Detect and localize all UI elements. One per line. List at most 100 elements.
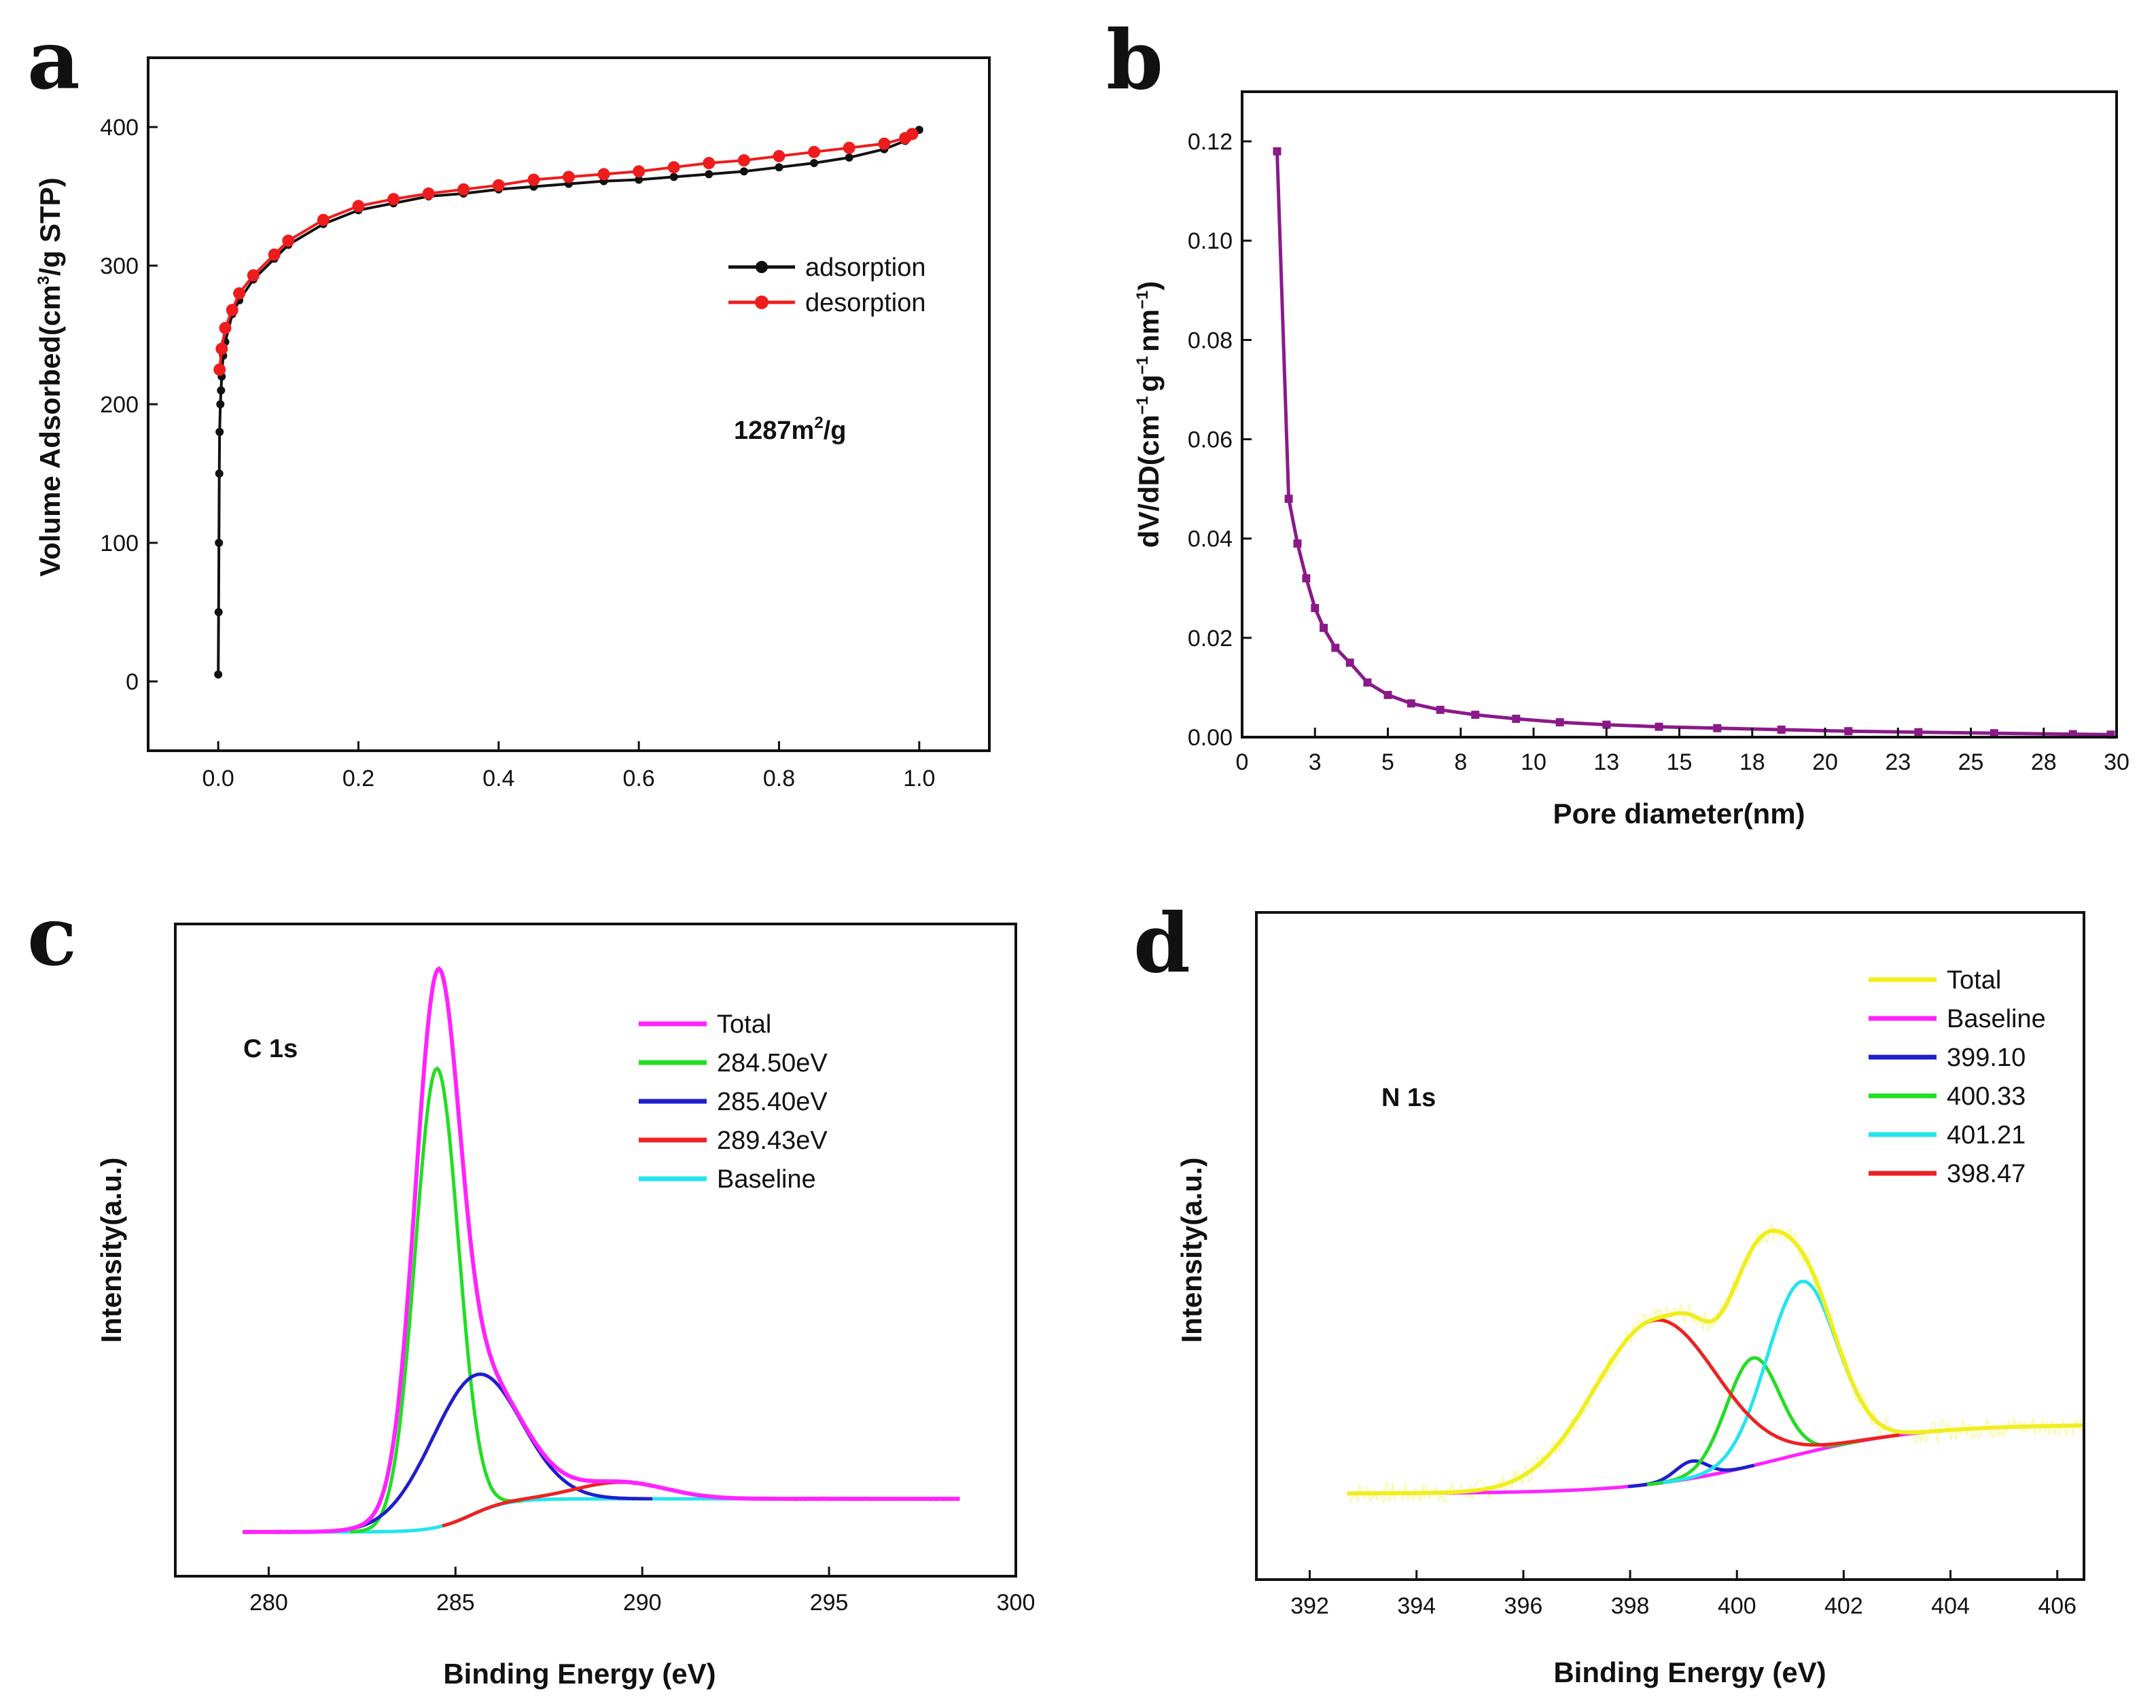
x-tick-label: 396	[1504, 1593, 1543, 1619]
legend-label-285-40ev: 285.40eV	[717, 1088, 828, 1116]
legend-label-desorption: desorption	[805, 289, 925, 317]
data-point-desorption	[233, 287, 246, 300]
y-tick-label: 0.08	[1188, 327, 1233, 353]
data-point-adsorption	[217, 386, 226, 395]
panel-d-n1s-annotation: N 1s	[1381, 1084, 1436, 1112]
data-point-desorption	[492, 179, 505, 192]
legend-label-401-21: 401.21	[1947, 1121, 2026, 1150]
data-point-desorption	[387, 193, 400, 206]
x-tick-label: 30	[2104, 749, 2130, 775]
data-point-desorption	[597, 168, 610, 181]
x-tick-label: 400	[1718, 1593, 1756, 1619]
data-point-desorption	[317, 213, 330, 226]
x-tick-label: 28	[2031, 749, 2057, 775]
panel-d-ticks: 392 394 396 398 400 402 404 406	[1290, 1570, 2077, 1619]
x-tick-label: 0.8	[763, 766, 795, 791]
legend-label-adsorption: adsorption	[805, 253, 925, 282]
panel-d-legend: Total Baseline 399.10 400.33 401.21 398.47	[1869, 966, 2046, 1188]
y-tick-label: 300	[100, 253, 139, 279]
y-tick-label: 200	[100, 392, 139, 418]
data-point-adsorption	[214, 608, 223, 616]
data-point-pore-size	[1602, 720, 1611, 729]
y-tick-label: 100	[100, 531, 139, 556]
data-point-pore-size	[1293, 539, 1302, 548]
data-point-adsorption	[739, 167, 748, 176]
x-tick-label: 0	[1236, 749, 1249, 775]
x-tick-label: 15	[1667, 749, 1693, 775]
data-point-pore-size	[1345, 658, 1354, 667]
data-point-desorption	[843, 141, 855, 154]
panel-a-legend: adsorption desorption	[728, 253, 925, 317]
panel-a-ticks: 0.0 0.2 0.4 0.6 0.8 1.0 0 100 200 300 400	[100, 115, 935, 791]
x-tick-label: 0.0	[202, 766, 234, 791]
x-tick-label: 3	[1309, 749, 1322, 775]
panel-c: 280 285 290 295 300 Binding Energy (eV) Inte…	[95, 923, 1035, 1690]
data-point-pore-size	[1990, 729, 1998, 738]
panel-a-surface-area-annotation: 1287m2/g	[734, 414, 846, 445]
x-tick-label: 5	[1381, 749, 1394, 775]
panel-c-x-axis-title: Binding Energy (eV)	[443, 1658, 715, 1690]
legend-label-baseline: Baseline	[717, 1165, 816, 1194]
data-point-adsorption	[705, 170, 713, 179]
data-point-pore-size	[1302, 574, 1311, 583]
panel-b-ticks: 0 3 5 8 10 13 15 18 20 23 25 28 30 0.00 0.02 0.04 0.06 0.…	[1188, 129, 2130, 775]
panel-letter-b: b	[1106, 12, 1163, 108]
legend-label-400-33: 400.33	[1947, 1082, 2026, 1111]
data-point-desorption	[808, 145, 821, 158]
data-point-desorption	[899, 132, 912, 145]
legend-label-289-43ev: 289.43eV	[717, 1126, 828, 1155]
data-point-adsorption	[775, 163, 783, 172]
panel-a-plot	[213, 126, 923, 679]
x-tick-label: 25	[1958, 749, 1984, 775]
data-point-adsorption	[215, 469, 224, 478]
data-point-desorption	[215, 342, 228, 355]
x-tick-label: 1.0	[903, 766, 935, 791]
data-point-pore-size	[1914, 728, 1923, 736]
panel-letter-d: d	[1133, 895, 1190, 991]
y-tick-label: 0.02	[1188, 626, 1233, 652]
data-point-desorption	[352, 200, 365, 213]
data-point-desorption	[226, 304, 238, 317]
raw-spectrum-line	[1346, 1221, 2085, 1506]
x-tick-label: 23	[1885, 749, 1911, 775]
data-point-desorption	[667, 161, 680, 174]
x-tick-label: 0.6	[623, 766, 655, 791]
y-tick-label: 0	[126, 669, 139, 695]
panel-d-x-axis-title: Binding Energy (eV)	[1553, 1656, 1826, 1688]
data-point-pore-size	[1844, 727, 1853, 736]
data-point-adsorption	[216, 400, 225, 408]
data-point-desorption	[268, 248, 281, 261]
data-point-desorption	[773, 149, 785, 162]
data-point-pore-size	[1436, 705, 1445, 714]
series-line-total	[243, 965, 960, 1534]
series-line-pore-size	[1275, 151, 2111, 736]
data-point-desorption	[247, 269, 260, 282]
data-point-adsorption	[215, 539, 224, 547]
data-point-desorption	[703, 157, 715, 169]
legend-label-total: Total	[1947, 966, 2001, 995]
legend-label-284-50ev: 284.50eV	[717, 1049, 828, 1078]
legend-label-399-10: 399.10	[1947, 1044, 2026, 1072]
x-tick-label: 13	[1593, 749, 1619, 775]
data-point-pore-size	[1655, 722, 1663, 731]
data-point-desorption	[878, 137, 891, 150]
x-tick-label: 0.2	[342, 766, 374, 791]
data-point-desorption	[457, 183, 470, 196]
panel-d-y-axis-title: Intensity(a.u.)	[1176, 1157, 1207, 1342]
legend-label-total: Total	[717, 1010, 771, 1039]
data-point-desorption	[527, 173, 540, 186]
data-point-pore-size	[1331, 643, 1340, 652]
data-point-pore-size	[1777, 726, 1786, 734]
data-point-pore-size	[1512, 715, 1521, 723]
legend-marker-adsorption	[756, 261, 768, 273]
y-tick-label: 0.06	[1188, 427, 1233, 453]
data-point-desorption	[422, 187, 435, 200]
panel-d: 392 394 396 398 400 402 404 406 Binding Energy …	[1176, 911, 2085, 1688]
y-tick-label: 0.00	[1188, 725, 1233, 751]
panel-c-frame	[174, 923, 1017, 1578]
data-point-pore-size	[1284, 495, 1293, 503]
x-tick-label: 295	[810, 1590, 849, 1616]
data-point-adsorption	[845, 153, 853, 162]
data-point-pore-size	[1383, 690, 1392, 699]
